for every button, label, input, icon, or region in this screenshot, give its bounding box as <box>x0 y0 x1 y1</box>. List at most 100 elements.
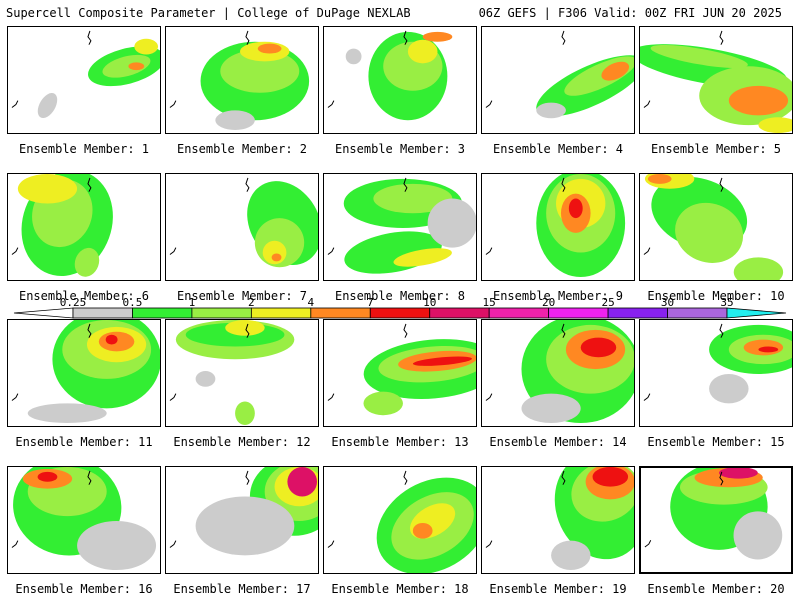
scp-contour <box>37 471 58 482</box>
coastline <box>11 323 92 401</box>
scp-contour <box>37 92 58 119</box>
ensemble-panel-8[interactable] <box>323 173 477 281</box>
scp-field-map <box>11 467 157 571</box>
scp-contour <box>345 48 362 65</box>
scp-field-map <box>169 30 310 131</box>
color-scale-segment <box>429 307 490 319</box>
scp-contour <box>257 43 282 54</box>
coastline <box>485 30 566 108</box>
color-scale-tick-label: 7 <box>366 296 374 309</box>
coastline <box>169 30 250 108</box>
ensemble-member-label: Ensemble Member: 10 <box>647 289 785 303</box>
color-scale-tick-label: 15 <box>482 296 496 309</box>
color-scale-tick-label: 35 <box>720 296 734 309</box>
ensemble-member-label: Ensemble Member: 9 <box>492 289 624 303</box>
ensemble-member-label: Ensemble Member: 19 <box>489 582 627 596</box>
ensemble-panel-9[interactable] <box>481 173 635 281</box>
valid-time-label: 06Z GEFS | F306 Valid: 00Z FRI JUN 20 20… <box>478 6 782 20</box>
color-scale-segment <box>369 307 431 319</box>
ensemble-panel-6[interactable] <box>7 173 161 281</box>
scp-contour <box>271 253 282 262</box>
color-scale-tick-label: 4 <box>307 296 315 309</box>
color-scale-segment <box>250 307 312 319</box>
scp-field-map <box>327 323 476 416</box>
scp-contour <box>128 62 145 71</box>
scp-contour <box>74 247 100 277</box>
ensemble-member-label: Ensemble Member: 6 <box>18 289 150 303</box>
scp-field-map <box>169 320 295 426</box>
scp-contour <box>647 174 672 184</box>
ensemble-member-label: Ensemble Member: 15 <box>647 435 785 449</box>
coastline <box>11 177 92 255</box>
ensemble-member-label: Ensemble Member: 4 <box>492 142 624 156</box>
color-scale-segment <box>191 307 252 319</box>
ensemble-panel-2[interactable] <box>165 26 319 134</box>
ensemble-panel-7[interactable] <box>165 173 319 281</box>
scp-field-map <box>169 467 318 556</box>
ensemble-panel-4[interactable] <box>481 26 635 134</box>
scp-contour <box>758 346 779 353</box>
scp-contour <box>758 117 792 133</box>
scp-contour <box>733 257 784 280</box>
ensemble-panel-3[interactable] <box>323 26 477 134</box>
coastline <box>169 323 250 401</box>
ensemble-member-label: Ensemble Member: 1 <box>18 142 150 156</box>
ensemble-member-label: Ensemble Member: 7 <box>176 289 308 303</box>
scp-field-map <box>643 323 792 404</box>
scp-contour <box>601 61 630 81</box>
ensemble-panel-1[interactable] <box>7 26 161 134</box>
scp-contour <box>373 183 453 214</box>
coastline <box>327 470 408 548</box>
color-scale-tick-label: 20 <box>542 296 556 309</box>
scp-contour <box>728 85 789 116</box>
scp-contour <box>134 38 159 55</box>
ensemble-panel-11[interactable] <box>7 319 161 427</box>
ensemble-panel-5[interactable] <box>639 26 793 134</box>
ensemble-panel-13[interactable] <box>323 319 477 427</box>
scp-field-map <box>485 30 634 119</box>
ensemble-member-label: Ensemble Member: 12 <box>173 435 311 449</box>
scp-contour <box>287 467 318 497</box>
scp-contour <box>650 44 748 68</box>
ensemble-panel-15[interactable] <box>639 319 793 427</box>
scp-field-map <box>169 177 318 268</box>
scp-contour <box>215 110 255 131</box>
scp-contour <box>17 174 78 204</box>
color-scale-segment <box>607 307 668 319</box>
ensemble-panel-14[interactable] <box>481 319 635 427</box>
scp-field-map <box>327 470 476 573</box>
scp-contour <box>709 373 749 404</box>
scp-contour <box>733 511 783 560</box>
scp-contour <box>393 248 452 267</box>
color-scale-tick-label: 0.25 <box>59 296 87 309</box>
scp-contour <box>225 320 265 336</box>
scp-contour <box>580 337 617 358</box>
color-scale-tick-label: 1 <box>188 296 196 309</box>
coastline <box>11 30 92 108</box>
scp-contour <box>568 198 583 219</box>
ensemble-member-label: Ensemble Member: 5 <box>650 142 782 156</box>
ensemble-panel-12[interactable] <box>165 319 319 427</box>
ensemble-member-label: Ensemble Member: 18 <box>331 582 469 596</box>
scp-contour <box>27 403 107 424</box>
coastline <box>485 177 566 255</box>
ensemble-panel-16[interactable] <box>7 466 161 574</box>
scp-field-map <box>327 30 453 121</box>
scp-field-map <box>640 30 792 133</box>
chart-title: Supercell Composite Parameter | College … <box>6 6 411 20</box>
ensemble-panel-10[interactable] <box>639 173 793 281</box>
scp-field-map <box>644 468 783 560</box>
coastline <box>169 177 250 255</box>
scp-contour <box>592 467 629 487</box>
ensemble-panel-20[interactable] <box>639 466 793 574</box>
scp-contour <box>427 198 476 248</box>
scp-contour <box>551 540 591 571</box>
scp-contour <box>102 54 151 78</box>
ensemble-panel-17[interactable] <box>165 466 319 574</box>
ensemble-panel-18[interactable] <box>323 466 477 574</box>
scp-contour <box>412 522 433 539</box>
ensemble-member-label: Ensemble Member: 16 <box>15 582 153 596</box>
scp-contour <box>235 401 255 426</box>
ensemble-panel-19[interactable] <box>481 466 635 574</box>
color-scale-segment <box>667 307 728 319</box>
